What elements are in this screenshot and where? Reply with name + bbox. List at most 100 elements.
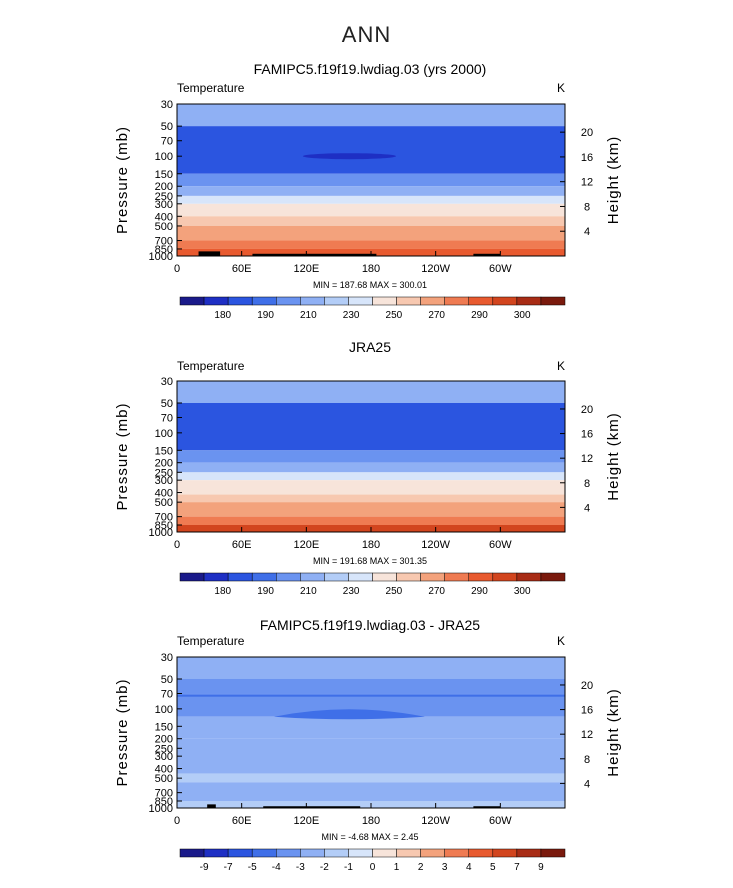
y-axis-label: Pressure (mb) — [114, 402, 131, 510]
units-label: K — [557, 359, 565, 373]
colorbar-label: 300 — [514, 586, 531, 597]
y-tick-label: 850 — [155, 244, 173, 256]
colorbar-swatch — [300, 848, 325, 858]
y-tick-label: 400 — [155, 488, 173, 500]
y-tick-label: 250 — [155, 467, 173, 479]
variable-label: Temperature — [177, 81, 245, 95]
colorbar-label: 210 — [300, 310, 317, 321]
x-tick-label: 120W — [421, 263, 450, 275]
colorbar-swatch — [492, 572, 518, 582]
contour-band — [177, 450, 565, 463]
x-tick-label: 0 — [174, 263, 180, 275]
colorbar-label: 5 — [490, 862, 496, 873]
colorbar-swatch — [540, 848, 566, 858]
contour-band — [177, 693, 565, 717]
colorbar-swatch — [444, 572, 469, 582]
colorbar-swatch — [444, 848, 469, 858]
colorbar-swatch — [324, 572, 349, 582]
topography — [473, 253, 501, 256]
colorbar-label: -9 — [200, 862, 209, 873]
colorbar-swatch — [300, 572, 325, 582]
y-tick-label: 150 — [155, 169, 173, 181]
y-tick-label: 250 — [155, 743, 173, 755]
y-tick-label: 100 — [155, 428, 173, 440]
topography — [177, 251, 221, 256]
colorbar-label: 270 — [428, 310, 445, 321]
height-tick-label: 8 — [584, 478, 590, 490]
y-tick-label: 30 — [161, 99, 173, 111]
height-tick-label: 8 — [584, 754, 590, 766]
colorbar-swatch — [227, 296, 253, 306]
y-tick-label: 700 — [155, 512, 173, 524]
height-tick-label: 16 — [581, 152, 593, 164]
contour-band — [177, 195, 565, 204]
x-tick-label: 60W — [489, 539, 512, 551]
x-tick-label: 180 — [362, 263, 380, 275]
y-tick-label: 500 — [155, 773, 173, 785]
x-tick-label: 60E — [232, 539, 252, 551]
y-tick-label: 100 — [155, 704, 173, 716]
colorbar-swatch — [396, 572, 421, 582]
y-tick-label: 500 — [155, 497, 173, 509]
topography — [473, 806, 501, 808]
tropopause-cold-core — [302, 153, 397, 160]
y-tick-label: 850 — [155, 520, 173, 532]
colorbar-label: 1 — [394, 862, 400, 873]
height-tick-label: 16 — [581, 429, 593, 441]
y-tick-label: 70 — [161, 412, 173, 424]
chart-title: JRA25 — [349, 339, 391, 355]
chart-title: FAMIPC5.f19f19.lwdiag.03 - JRA25 — [260, 617, 480, 633]
colorbar-label: 3 — [442, 862, 448, 873]
y-tick-label: 300 — [155, 751, 173, 763]
colorbar-swatch — [372, 296, 397, 306]
colorbar-label: 190 — [257, 586, 274, 597]
topography — [263, 806, 361, 808]
min-max-stats: MIN = 187.68 MAX = 300.01 — [313, 280, 427, 290]
colorbar-swatch — [420, 572, 445, 582]
colorbar-label: 250 — [386, 310, 403, 321]
colorbar-label: 230 — [343, 586, 360, 597]
contour-band — [177, 216, 565, 226]
colorbar-swatch — [468, 848, 494, 858]
y-tick-label: 50 — [161, 674, 173, 686]
x-tick-label: 120E — [293, 815, 319, 827]
height-tick-label: 4 — [584, 778, 590, 790]
contour-band — [177, 472, 565, 481]
colorbar-swatch — [396, 848, 421, 858]
colorbar-swatch — [468, 296, 494, 306]
chart-panel-3: FAMIPC5.f19f19.lwdiag.03 - JRA25 Temperat… — [114, 617, 622, 873]
page-title: ANN — [341, 22, 392, 47]
y2-axis-label: Height (km) — [605, 412, 622, 501]
colorbar-swatch — [203, 296, 229, 306]
colorbar-label: 7 — [514, 862, 520, 873]
height-tick-label: 12 — [581, 453, 593, 465]
colorbar-label: -5 — [248, 862, 257, 873]
colorbar-swatch — [300, 296, 325, 306]
colorbar-label: 290 — [471, 310, 488, 321]
height-tick-label: 20 — [581, 680, 593, 692]
colorbar-swatch — [179, 572, 205, 582]
colorbar-label: -2 — [320, 862, 329, 873]
variable-label: Temperature — [177, 359, 245, 373]
colorbar-swatch — [372, 848, 397, 858]
contour-band — [177, 773, 565, 783]
contour-band — [177, 186, 565, 196]
y-tick-label: 100 — [155, 151, 173, 163]
y-tick-label: 1000 — [149, 803, 173, 815]
y-tick-label: 30 — [161, 376, 173, 388]
colorbar-swatch — [372, 572, 397, 582]
contour-band — [177, 516, 565, 526]
colorbar-label: 210 — [300, 586, 317, 597]
colorbar-label: 230 — [343, 310, 360, 321]
height-tick-label: 4 — [584, 226, 590, 238]
colorbar-swatch — [516, 572, 542, 582]
y-tick-label: 1000 — [149, 527, 173, 539]
contour-band — [177, 492, 565, 503]
y-tick-label: 850 — [155, 796, 173, 808]
y-tick-label: 250 — [155, 191, 173, 203]
x-tick-label: 120E — [293, 263, 319, 275]
contour-band — [177, 678, 565, 694]
y-tick-label: 700 — [155, 236, 173, 248]
colorbar-swatch — [420, 848, 445, 858]
